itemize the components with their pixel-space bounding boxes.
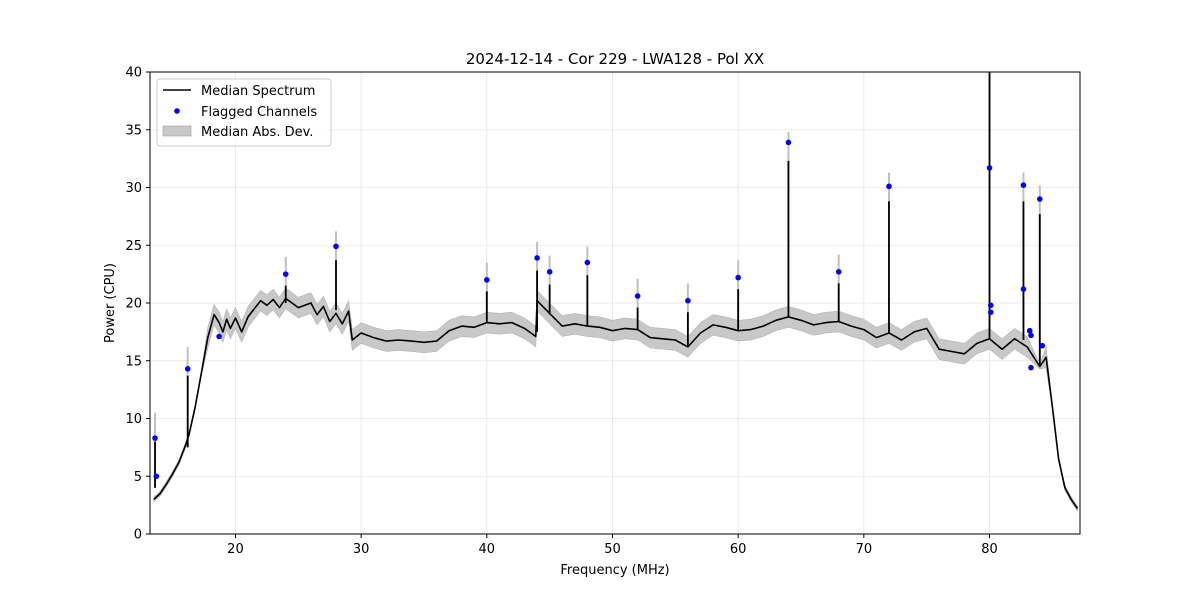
y-tick-label: 5 (134, 470, 142, 485)
flagged-channel-point (735, 274, 741, 281)
y-tick-label: 35 (125, 123, 142, 138)
flagged-channel-point (685, 297, 691, 304)
y-tick-label: 30 (125, 181, 142, 196)
flagged-channel-point (546, 269, 553, 275)
y-tick-label: 10 (125, 412, 142, 427)
x-tick-label: 50 (604, 542, 621, 557)
flagged-channel-point (1020, 286, 1027, 292)
flagged-channel-point (152, 435, 158, 441)
legend: Median Spectrum Flagged Channels Median … (156, 78, 332, 147)
legend-entry-median: Median Spectrum (201, 84, 315, 99)
flagged-channel-point (785, 139, 792, 146)
x-axis-ticks: 20 30 40 50 60 70 80 (227, 534, 998, 557)
flagged-channel-point (634, 293, 641, 299)
flagged-channel-point (1026, 327, 1033, 334)
flagged-channel-point (987, 302, 994, 309)
legend-entry-flagged: Flagged Channels (201, 105, 317, 120)
x-tick-label: 30 (353, 542, 370, 557)
median-spectrum-line (153, 297, 1079, 510)
flagged-channel-point (1028, 332, 1034, 339)
flagged-channel-point (886, 183, 892, 190)
flagged-channel-point (282, 271, 289, 277)
flagged-channel-point (184, 366, 191, 372)
x-tick-label: 80 (981, 542, 998, 557)
x-axis-label: Frequency (MHz) (560, 563, 669, 578)
y-tick-label: 25 (125, 239, 142, 254)
legend-point-swatch (174, 108, 180, 114)
flagged-channel-point (153, 473, 160, 480)
legend-band-swatch (162, 125, 192, 137)
flagged-channel-point (1039, 342, 1046, 349)
flagged-channel-point (1020, 182, 1027, 188)
flagged-channel-point (1028, 364, 1034, 371)
flagged-channel-point (216, 333, 222, 340)
mad-band (153, 287, 1078, 513)
legend-box (156, 78, 332, 147)
flagged-channel-point (484, 277, 490, 283)
mad-band-layer (153, 287, 1078, 513)
median-line-layer (153, 297, 1079, 510)
x-tick-label: 70 (856, 542, 873, 557)
y-tick-label: 0 (134, 528, 142, 543)
flagged-points-layer (152, 139, 1046, 480)
flagged-channel-point (534, 255, 540, 261)
legend-entry-mad: Median Abs. Dev. (201, 125, 313, 140)
y-axis-ticks: 0 5 10 15 20 25 30 35 40 (125, 66, 150, 543)
x-tick-label: 40 (479, 542, 496, 557)
chart-title: 2024-12-14 - Cor 229 - LWA128 - Pol XX (466, 50, 764, 68)
flagged-channel-point (986, 165, 993, 171)
y-tick-label: 15 (125, 354, 142, 369)
y-tick-label: 40 (125, 66, 142, 81)
flagged-channel-point (835, 269, 842, 275)
y-axis-label: Power (CPU) (103, 263, 118, 343)
x-tick-label: 20 (227, 542, 244, 557)
flagged-channel-point (987, 309, 994, 316)
flagged-channel-point (333, 243, 339, 250)
x-tick-label: 60 (730, 542, 747, 557)
flagged-channel-point (584, 259, 591, 266)
flagged-channel-point (1036, 196, 1043, 202)
y-tick-label: 20 (125, 297, 142, 312)
